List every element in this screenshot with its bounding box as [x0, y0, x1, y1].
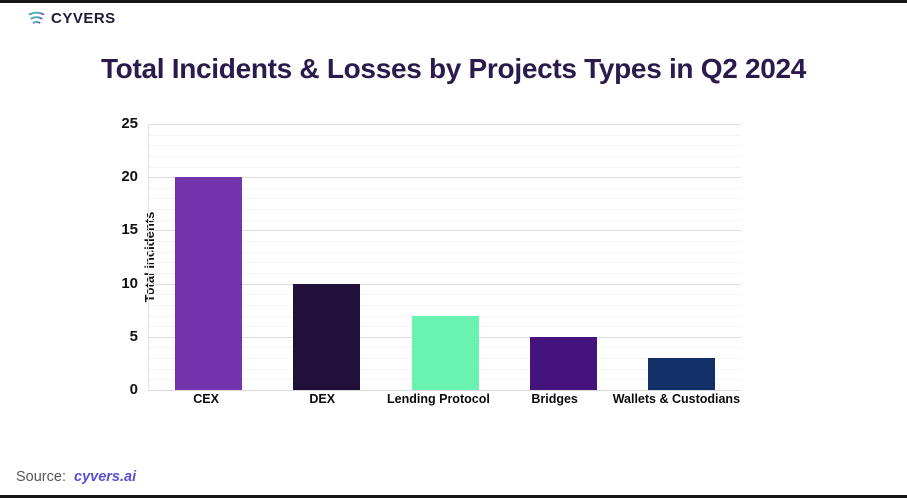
gridline-minor	[149, 209, 741, 211]
y-tick-label: 5	[129, 327, 138, 345]
gridline-minor	[149, 219, 741, 221]
cyvers-logo-icon	[28, 10, 45, 27]
gridline-minor	[149, 272, 741, 274]
bar-slot-lending-protocol	[386, 124, 504, 390]
source-link[interactable]: cyvers.ai	[74, 469, 137, 485]
plot-area	[148, 124, 741, 391]
x-axis-label-bridges: Bridges	[531, 392, 578, 406]
bar-slot-bridges	[504, 124, 622, 390]
gridline-minor	[149, 166, 741, 168]
gridline-major	[149, 124, 741, 125]
gridline-minor	[149, 155, 741, 157]
gridline-major	[149, 283, 741, 285]
bar-wallets-custodians	[648, 358, 716, 390]
gridline-minor	[149, 187, 741, 189]
gridline-minor	[149, 145, 741, 147]
x-axis-label-wallets-custodians: Wallets & Custodians	[612, 392, 741, 406]
y-tick-label: 25	[121, 115, 138, 132]
x-axis-label-dex: DEX	[309, 392, 336, 406]
x-axis-labels: CEX DEX Lending Protocol Bridges Wallets & C…	[148, 392, 740, 406]
gridline-minor	[149, 251, 741, 253]
y-tick-label: 0	[129, 381, 138, 398]
brand-name: CYVERS	[51, 10, 116, 27]
bar-slot-dex	[267, 124, 385, 390]
top-edge-strip	[0, 0, 907, 3]
y-tick-label: 20	[121, 168, 138, 186]
y-tick-label: 15	[121, 221, 138, 239]
bar-lending-protocol	[411, 315, 479, 390]
chart-title: Total Incidents & Losses by Projects Typ…	[100, 52, 807, 84]
source-line: Source: cyvers.ai	[16, 469, 136, 485]
y-tick-label: 10	[121, 274, 138, 292]
cyvers-logo: CYVERS	[28, 10, 116, 27]
gridline-minor	[149, 304, 741, 306]
x-axis-label-lending-protocol: Lending Protocol	[387, 392, 490, 406]
x-axis-label-cex: CEX	[193, 392, 219, 406]
bar-slot-wallets-custodians	[623, 124, 741, 390]
gridline-minor	[149, 241, 741, 243]
bar-chart: Total incidents 0 5 10 15 20 25 CEX DEX Lending…	[0, 115, 741, 406]
gridline-minor	[149, 294, 741, 296]
bar-dex	[293, 283, 361, 390]
gridline-minor	[149, 198, 741, 200]
bar-cex	[174, 177, 242, 390]
gridline-minor	[149, 262, 741, 264]
gridline-major	[149, 230, 741, 232]
bar-slot-cex	[149, 124, 267, 390]
bottom-edge-strip	[0, 495, 907, 498]
gridline-major	[149, 177, 741, 179]
source-label: Source:	[16, 469, 66, 485]
bar-bridges	[529, 336, 597, 390]
gridline-minor	[149, 134, 741, 136]
y-axis-ticks: 0 5 10 15 20 25	[0, 115, 138, 398]
